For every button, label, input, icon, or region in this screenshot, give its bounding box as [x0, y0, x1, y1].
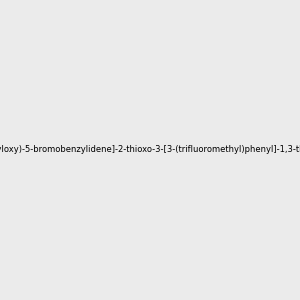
Text: (5E)-5-[2-(benzyloxy)-5-bromobenzylidene]-2-thioxo-3-[3-(trifluoromethyl)phenyl]: (5E)-5-[2-(benzyloxy)-5-bromobenzylidene…	[0, 146, 300, 154]
